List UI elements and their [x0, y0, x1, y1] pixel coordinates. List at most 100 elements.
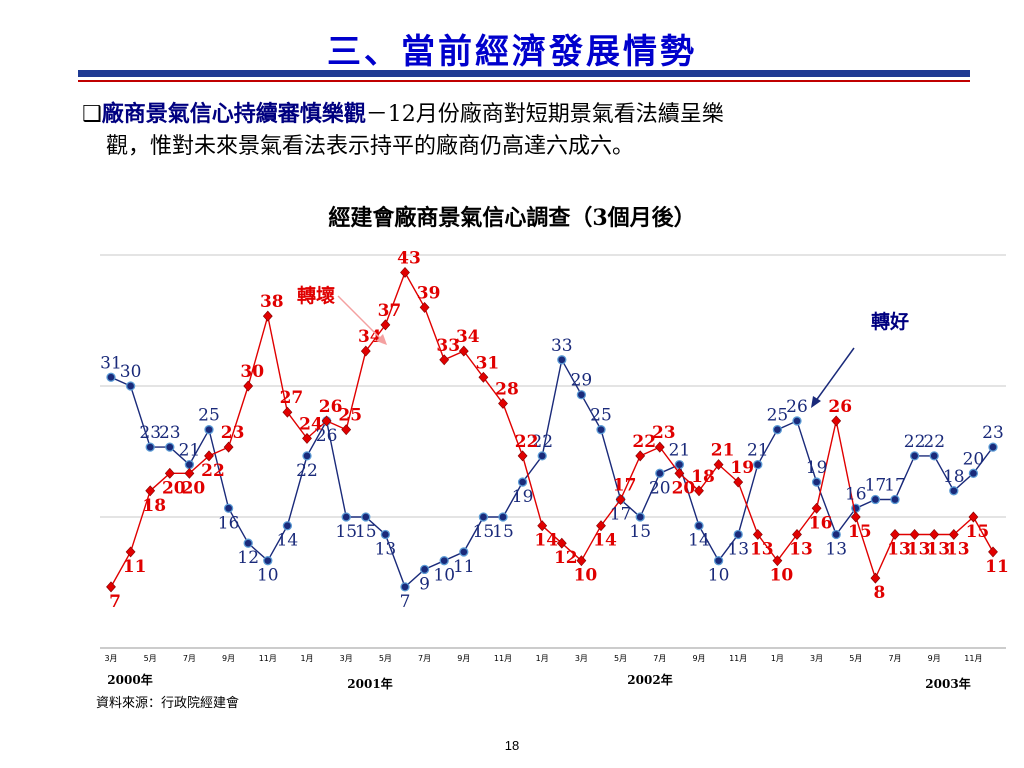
data-label-blue: 25	[767, 406, 789, 426]
data-label-red: 26	[828, 397, 852, 417]
series-point-1	[302, 432, 312, 444]
series-point-1	[811, 502, 822, 514]
series-point-1	[870, 572, 881, 584]
series-point-1	[517, 450, 528, 462]
series-line-1	[110, 270, 994, 588]
slide-title: 三、當前經濟發展情勢	[327, 32, 697, 72]
series-point-1	[596, 520, 606, 532]
series-point-0	[949, 486, 959, 496]
bullet-text-line1: 12月份廠商對短期景氣看法續呈樂	[387, 102, 724, 127]
x-tick-label: 11月	[494, 654, 512, 663]
series-point-0	[811, 477, 822, 487]
x-tick-label: 9月	[222, 654, 235, 663]
data-label-red: 13	[887, 539, 911, 559]
series-point-0	[341, 512, 351, 522]
data-label-blue: 16	[845, 484, 867, 504]
data-label-red: 37	[378, 301, 402, 321]
data-label-red: 34	[358, 327, 382, 347]
bullet-dash: －	[365, 102, 388, 127]
x-tick-label: 9月	[692, 654, 705, 663]
data-label-blue: 18	[943, 467, 965, 487]
x-tick-label: 7月	[653, 654, 666, 663]
series-point-1	[850, 511, 861, 523]
series-point-0	[537, 451, 547, 461]
x-tick-label: 7月	[888, 654, 901, 663]
series-point-1	[792, 529, 802, 540]
data-label-red: 43	[397, 248, 421, 268]
data-label-red: 16	[809, 513, 833, 533]
data-label-red: 34	[456, 327, 480, 347]
series-point-0	[400, 582, 410, 592]
data-label-blue: 15	[473, 522, 495, 542]
x-tick-label: 5月	[144, 654, 157, 663]
annotation-worsen-arrow	[337, 295, 383, 341]
data-label-blue: 16	[218, 513, 240, 533]
x-tick-label: 1月	[300, 654, 313, 663]
annotation-worsen: 轉壞	[297, 284, 335, 307]
chart-title: 經建會廠商景氣信心調查（3個月後）	[328, 205, 696, 231]
series-point-1	[458, 345, 469, 357]
data-label-blue: 20	[649, 478, 671, 498]
series-point-1	[733, 476, 744, 488]
series-point-0	[204, 425, 214, 435]
series-point-0	[772, 425, 783, 435]
series-point-1	[929, 529, 940, 540]
data-label-red: 27	[280, 388, 304, 408]
data-label-red: 28	[495, 379, 519, 399]
series-point-0	[635, 512, 645, 522]
data-label-blue: 10	[708, 566, 730, 586]
x-tick-label: 1月	[536, 654, 549, 663]
series-point-1	[106, 581, 116, 593]
series-point-1	[988, 546, 998, 558]
source-note: 資料來源：行政院經建會	[96, 696, 240, 711]
series-point-0	[753, 459, 763, 470]
series-point-0	[106, 372, 116, 382]
series-point-1	[772, 555, 783, 567]
data-label-red: 15	[848, 522, 872, 542]
x-tick-label: 11月	[729, 654, 747, 663]
data-label-red: 26	[319, 397, 343, 417]
series-point-1	[341, 424, 352, 436]
data-label-red: 13	[946, 539, 970, 559]
data-label-blue: 11	[453, 557, 475, 577]
title-rule-blue	[78, 70, 970, 77]
page-number: 18	[504, 738, 520, 753]
data-label-blue: 13	[727, 539, 749, 559]
series-point-0	[302, 451, 312, 461]
x-tick-label: 3月	[810, 654, 823, 663]
data-label-blue: 14	[277, 531, 299, 551]
data-label-red: 22	[632, 432, 656, 452]
data-label-red: 13	[750, 539, 774, 559]
series-point-1	[752, 529, 763, 540]
data-label-red: 12	[554, 548, 578, 568]
series-point-0	[831, 529, 841, 540]
data-label-blue: 9	[419, 574, 430, 594]
x-tick-label: 7月	[418, 654, 431, 663]
series-point-1	[948, 529, 959, 540]
data-label-red: 11	[985, 557, 1009, 577]
series-point-0	[145, 442, 155, 452]
series-point-0	[243, 538, 253, 548]
series-point-0	[694, 521, 704, 531]
data-label-red: 14	[593, 531, 617, 551]
series-point-0	[184, 459, 195, 470]
annotation-worsen-arrowhead	[376, 334, 387, 345]
year-label: 2003年	[925, 676, 970, 691]
series-point-0	[263, 556, 273, 566]
series-point-1	[400, 267, 410, 278]
bullet-text-line2: 觀，惟對未來景氣看法表示持平的廠商仍高達六成六。	[106, 134, 635, 159]
data-label-blue: 21	[669, 441, 691, 461]
series-point-0	[870, 494, 881, 505]
series-point-0	[733, 529, 743, 540]
series-point-0	[792, 416, 802, 426]
bullet-heading: 廠商景氣信心持續審慎樂觀	[101, 101, 366, 127]
series-point-1	[204, 450, 214, 462]
series-point-0	[361, 512, 371, 522]
data-label-blue: 20	[963, 449, 985, 469]
x-tick-label: 9月	[928, 654, 941, 663]
data-label-red: 21	[711, 441, 735, 461]
series-point-0	[165, 442, 175, 452]
data-label-blue: 22	[904, 432, 926, 452]
data-label-red: 11	[123, 557, 147, 577]
